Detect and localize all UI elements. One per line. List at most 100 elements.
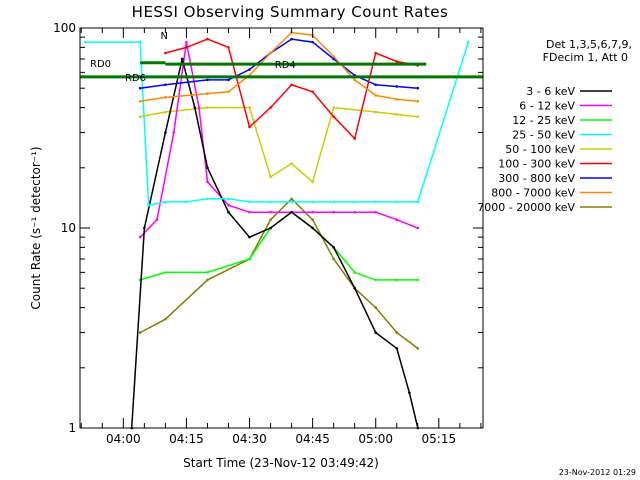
data-point (164, 83, 167, 87)
data-point (180, 57, 184, 61)
annotation-label: RD4 (275, 60, 296, 71)
y-tick-label: 10 (61, 221, 76, 235)
data-point (138, 235, 142, 239)
legend-label: 12 - 25 keV (512, 114, 575, 127)
data-point (164, 271, 167, 274)
annotation-label: RD0 (90, 59, 111, 70)
legend-label: 6 - 12 keV (519, 100, 575, 113)
data-point (206, 78, 209, 82)
data-point (311, 200, 314, 204)
data-point (395, 85, 399, 88)
x-tick-label: 05:15 (422, 432, 457, 446)
y-tick-label: 1 (68, 421, 76, 435)
y-tick-label: 100 (53, 21, 76, 35)
data-point (374, 278, 378, 282)
legend-header-line2: FDecim 1, Att 0 (543, 51, 628, 64)
data-point (206, 271, 209, 274)
data-point (138, 100, 142, 103)
data-point (408, 391, 411, 395)
x-tick-label: 05:00 (358, 432, 393, 446)
data-point (395, 278, 399, 282)
data-point (269, 218, 272, 222)
legend-label: 800 - 7000 keV (491, 187, 575, 200)
data-point (227, 210, 230, 214)
data-point (290, 83, 293, 87)
data-point (206, 197, 209, 201)
x-tick-label: 04:00 (106, 432, 141, 446)
data-point (269, 226, 272, 230)
legend-label: 7000 - 20000 keV (477, 201, 575, 214)
data-point (353, 137, 356, 140)
data-point (164, 96, 167, 99)
data-point (164, 131, 167, 134)
data-point (172, 131, 176, 134)
data-point (206, 37, 209, 41)
data-point (206, 106, 209, 109)
data-point (197, 106, 201, 109)
data-point (185, 40, 188, 44)
x-tick-label: 04:15 (169, 432, 204, 446)
data-point (332, 246, 335, 249)
data-point (164, 51, 167, 55)
data-point (290, 210, 293, 214)
data-point (311, 218, 314, 222)
data-point (164, 317, 167, 321)
data-point (374, 306, 378, 309)
data-point (374, 331, 378, 334)
data-point (138, 86, 142, 90)
data-point (311, 40, 314, 44)
data-point (374, 200, 378, 204)
data-point (138, 115, 142, 119)
data-point (374, 94, 378, 97)
plot-area: N RD0 RD4 RD6 (80, 31, 483, 430)
data-point (416, 278, 420, 282)
data-point (332, 115, 335, 119)
legend: Det 1,3,5,6,7,9, FDecim 1, Att 0 3 - 6 k… (477, 38, 632, 214)
data-point (193, 106, 197, 109)
data-point (155, 218, 159, 222)
data-point (466, 40, 470, 44)
data-point (374, 210, 378, 214)
data-point (395, 200, 399, 204)
data-point (290, 200, 293, 204)
x-tick-label: 04:45 (295, 432, 330, 446)
data-point (138, 40, 142, 44)
data-point (227, 90, 230, 94)
data-point (374, 51, 378, 55)
data-point (395, 60, 399, 63)
data-point (353, 210, 356, 214)
data-point (311, 226, 314, 230)
annotation-label: N (160, 31, 167, 42)
data-point (248, 200, 251, 204)
data-point (227, 203, 230, 207)
legend-header-line1: Det 1,3,5,6,7,9, (546, 38, 632, 51)
data-point (395, 347, 399, 350)
series-line-100to300keV (165, 38, 418, 141)
data-point (206, 180, 209, 184)
data-point (269, 106, 272, 109)
series-line-50to100keV (140, 106, 418, 184)
data-point (374, 83, 378, 87)
legend-label: 25 - 50 keV (512, 129, 575, 142)
data-point (332, 210, 335, 214)
data-point (185, 200, 188, 204)
data-point (248, 210, 251, 214)
data-point (164, 110, 167, 114)
data-point (269, 51, 272, 55)
data-point (395, 113, 399, 116)
data-point (416, 86, 420, 90)
data-point (206, 278, 209, 282)
data-point (311, 210, 314, 214)
legend-label: 300 - 800 keV (498, 172, 575, 185)
data-point (416, 347, 420, 350)
data-point (290, 162, 293, 165)
series-line-3to6keV (130, 58, 419, 429)
data-point (269, 200, 272, 204)
data-point (143, 226, 146, 230)
data-point (332, 200, 335, 204)
data-point (206, 166, 209, 170)
series-line-6to12keV (139, 41, 419, 238)
data-point (269, 175, 272, 179)
data-point (227, 197, 230, 201)
